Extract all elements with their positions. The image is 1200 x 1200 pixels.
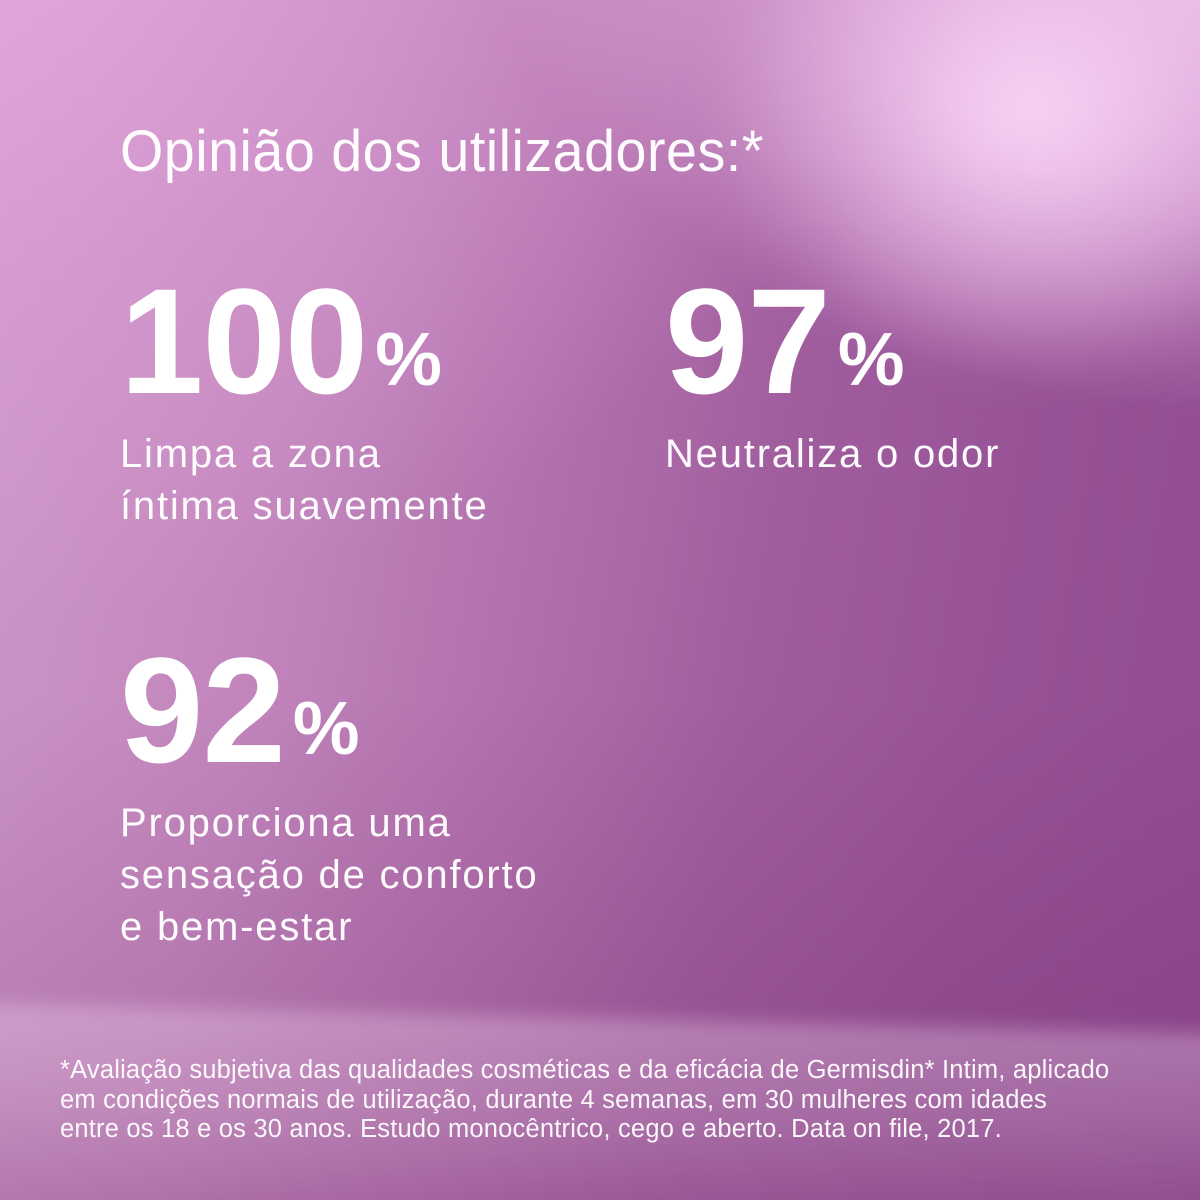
page-title: Opinião dos utilizadores:*	[120, 119, 764, 184]
percent-sign: %	[837, 317, 905, 401]
stat-caption: Proporciona uma sensação de conforto e b…	[120, 797, 538, 953]
caption-line: Limpa a zona	[120, 432, 382, 476]
caption-line: Neutraliza o odor	[665, 432, 1001, 476]
percent-sign: %	[292, 686, 360, 770]
footnote-line: entre os 18 e os 30 anos. Estudo monocên…	[60, 1115, 1002, 1144]
stat-caption: Limpa a zona íntima suavemente	[120, 428, 489, 532]
top-right-light-glow	[710, 0, 1200, 380]
stat-card-cleansing: 100% Limpa a zona íntima suavemente	[120, 266, 489, 532]
caption-line: sensação de conforto	[120, 853, 539, 897]
stat-value-number: 97	[665, 257, 831, 425]
stat-value: 97%	[665, 266, 1000, 416]
stat-caption: Neutraliza o odor	[665, 428, 1000, 480]
percent-sign: %	[375, 317, 442, 401]
stat-value-number: 92	[120, 626, 286, 794]
stat-card-odor: 97% Neutraliza o odor	[665, 266, 1000, 480]
stat-value: 100%	[120, 266, 489, 416]
stat-value-number: 100	[120, 257, 368, 425]
stat-value: 92%	[120, 635, 538, 785]
footnote: *Avaliação subjetiva das qualidades cosm…	[60, 1056, 1170, 1145]
footnote-line: em condições normais de utilização, dura…	[60, 1085, 1047, 1114]
caption-line: e bem-estar	[120, 905, 354, 949]
stat-card-comfort: 92% Proporciona uma sensação de conforto…	[120, 635, 538, 953]
caption-line: Proporciona uma	[120, 801, 452, 845]
footnote-line: *Avaliação subjetiva das qualidades cosm…	[60, 1056, 1110, 1084]
caption-line: íntima suavemente	[120, 484, 489, 528]
